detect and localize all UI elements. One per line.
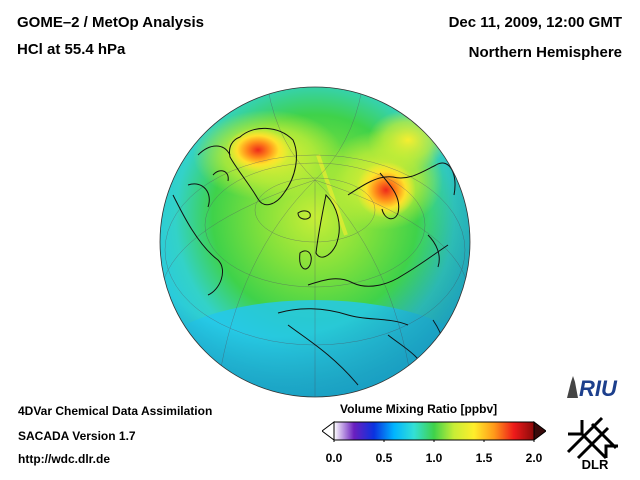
riu-text: RIU <box>579 376 618 400</box>
riu-logo-icon: RIU <box>567 376 618 400</box>
date-label: Dec 11, 2009, 12:00 GMT <box>448 14 622 31</box>
colorbar-tick-3: 1.5 <box>475 451 493 465</box>
colorbar-tick-1: 0.5 <box>375 451 393 465</box>
version-label: SACADA Version 1.7 <box>18 429 136 443</box>
colorbar-low-arrow <box>322 421 335 441</box>
colorbar-tick-0: 0.0 <box>325 451 343 465</box>
colorbar <box>322 421 546 442</box>
url-label: http://wdc.dlr.de <box>18 452 110 466</box>
region-label: Northern Hemisphere <box>468 44 622 61</box>
colorbar-gradient <box>333 421 535 441</box>
method-label: 4DVar Chemical Data Assimilation <box>18 404 213 418</box>
globe-map-icon <box>159 86 471 398</box>
colorbar-high-arrow <box>533 421 546 441</box>
title-line1: GOME–2 / MetOp Analysis <box>17 14 204 31</box>
colorbar-title: Volume Mixing Ratio [ppbv] <box>340 402 498 416</box>
title-line2: HCl at 55.4 hPa <box>17 41 126 58</box>
dlr-text: DLR <box>582 457 609 472</box>
colorbar-tick-2: 1.0 <box>425 451 443 465</box>
colorbar-tick-4: 2.0 <box>525 451 543 465</box>
dlr-logo-icon: DLR <box>566 416 618 472</box>
